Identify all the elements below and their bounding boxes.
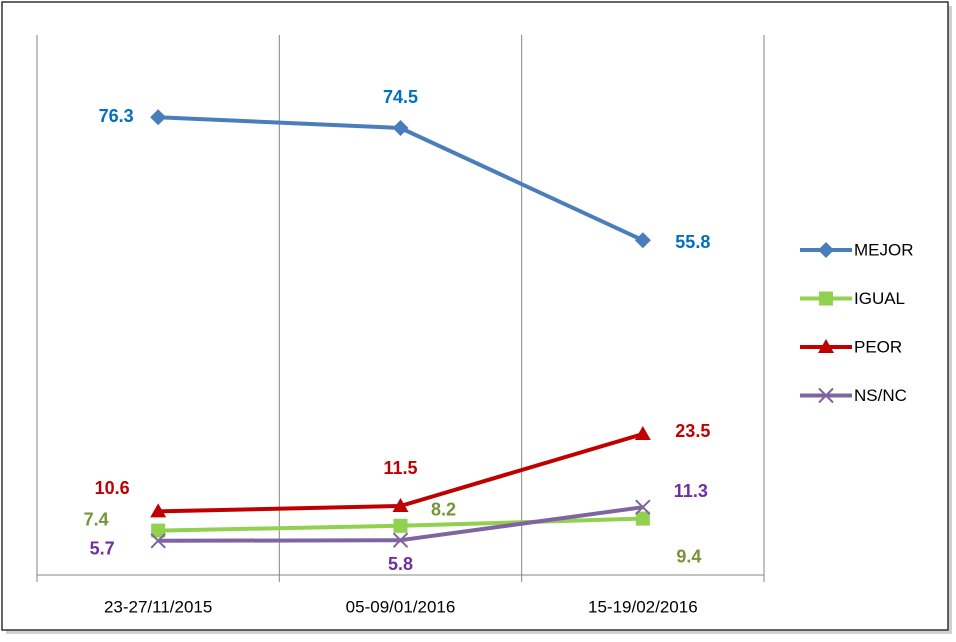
data-label: 9.4 — [676, 546, 701, 566]
marker — [635, 499, 651, 515]
marker — [150, 503, 167, 518]
marker — [393, 518, 408, 533]
marker — [634, 426, 651, 440]
data-label: 11.3 — [674, 481, 708, 501]
marker — [635, 511, 650, 526]
marker — [392, 532, 409, 548]
marker — [819, 291, 833, 306]
legend-label: IGUAL — [854, 289, 905, 308]
data-label: 11.5 — [383, 458, 417, 478]
data-label: 7.4 — [84, 509, 109, 529]
frame — [1, 1, 949, 631]
data-label: 5.7 — [90, 539, 115, 559]
marker — [392, 120, 409, 136]
legend-label: NS/NC — [854, 386, 907, 405]
data-label: 23.5 — [675, 421, 710, 441]
legend-label: MEJOR — [854, 240, 914, 259]
x-tick-label: 23-27/11/2015 — [104, 597, 212, 616]
marker — [818, 242, 834, 258]
legend-label: PEOR — [854, 337, 902, 356]
marker — [818, 387, 834, 404]
marker — [634, 232, 651, 249]
x-tick-label: 05-09/01/2016 — [346, 597, 456, 616]
marker — [150, 533, 166, 549]
data-label: 55.8 — [675, 232, 710, 252]
data-label: 76.3 — [99, 106, 134, 126]
data-label: 5.8 — [388, 554, 413, 574]
marker — [150, 109, 167, 126]
data-label: 8.2 — [431, 500, 456, 520]
marker — [392, 498, 409, 512]
x-tick-label: 15-19/02/2016 — [588, 597, 698, 616]
marker — [818, 339, 834, 353]
data-label: 74.5 — [383, 87, 418, 107]
marker — [151, 523, 166, 538]
data-label: 10.6 — [95, 478, 130, 498]
